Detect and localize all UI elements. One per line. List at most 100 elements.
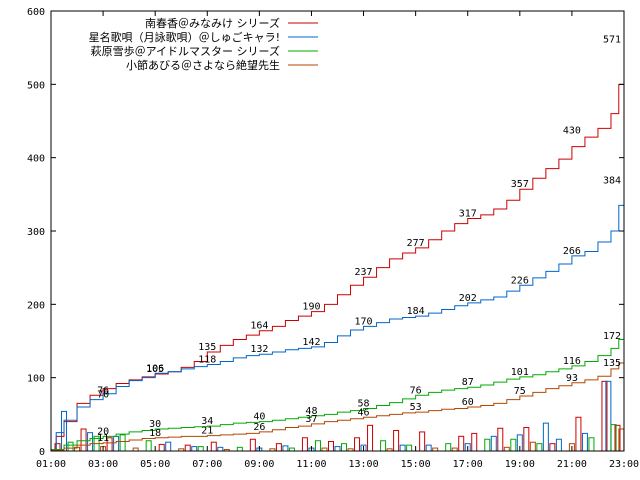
bar <box>341 443 348 452</box>
bar <box>282 445 289 452</box>
bar <box>380 440 387 452</box>
data-label: 142 <box>302 337 320 348</box>
bar <box>197 446 204 452</box>
bar <box>497 427 504 452</box>
bar <box>445 443 452 452</box>
data-label: 164 <box>250 321 268 332</box>
x-tick-label: 07:00 <box>192 459 222 470</box>
data-label: 46 <box>358 407 370 418</box>
bar <box>458 435 465 452</box>
x-tick-label: 11:00 <box>296 459 326 470</box>
bar <box>314 440 321 452</box>
y-tick-label: 200 <box>27 300 45 311</box>
bar <box>80 428 87 452</box>
x-tick-label: 03:00 <box>88 459 118 470</box>
bar <box>588 437 595 452</box>
data-label-layer: 7610513516419023727731735743057170106118… <box>97 34 621 444</box>
data-label: 60 <box>462 397 474 408</box>
bar <box>275 443 282 452</box>
legend-label: 南春香＠みなみけ シリーズ <box>145 16 280 30</box>
data-label: 93 <box>566 373 578 384</box>
bar <box>542 422 549 452</box>
bar <box>113 435 120 452</box>
legend: 南春香＠みなみけ シリーズ星名歌唄（月詠歌唄）＠しゅごキャラ!萩原雪歩＠アイドル… <box>89 16 318 72</box>
data-label: 76 <box>97 385 109 396</box>
data-label: 87 <box>462 377 474 388</box>
bar <box>354 437 361 452</box>
bar <box>419 431 426 452</box>
data-label: 76 <box>410 385 422 396</box>
data-label: 118 <box>198 354 216 365</box>
data-label: 70 <box>97 390 109 401</box>
data-label: 20 <box>97 426 109 437</box>
data-label: 48 <box>305 406 317 417</box>
legend-label: 萩原雪歩＠アイドルマスター シリーズ <box>91 44 280 58</box>
data-label: 317 <box>459 209 477 220</box>
bar <box>484 438 491 452</box>
y-tick-label: 0 <box>39 447 45 458</box>
bar <box>249 438 256 452</box>
data-label: 116 <box>563 356 581 367</box>
data-label: 37 <box>305 414 317 425</box>
bar <box>87 432 94 452</box>
line-layer <box>51 32 625 451</box>
data-label: 357 <box>511 179 529 190</box>
x-tick-label: 15:00 <box>401 459 431 470</box>
bar <box>575 416 582 452</box>
data-label: 101 <box>511 367 529 378</box>
data-label: 226 <box>511 275 529 286</box>
data-label: 21 <box>201 426 213 437</box>
bar <box>367 424 374 452</box>
series-line <box>51 32 625 451</box>
bar <box>425 444 432 452</box>
series-line <box>51 169 625 451</box>
data-label: 384 <box>603 175 621 186</box>
x-tick-label: 23:00 <box>609 459 639 470</box>
y-tick-label: 100 <box>27 374 45 385</box>
bar <box>145 440 152 452</box>
bar <box>503 446 510 452</box>
x-tick-label: 21:00 <box>557 459 587 470</box>
bar <box>119 434 126 452</box>
data-label: 190 <box>302 302 320 313</box>
x-tick-label: 19:00 <box>505 459 535 470</box>
plot-frame <box>50 10 625 452</box>
data-label: 132 <box>250 344 268 355</box>
x-tick-label: 17:00 <box>453 459 483 470</box>
data-label: 53 <box>410 402 422 413</box>
data-label: 105 <box>146 364 164 375</box>
data-label: 184 <box>407 306 425 317</box>
bar <box>165 441 172 452</box>
bar <box>191 446 198 452</box>
series-line <box>51 324 625 451</box>
y-tick-label: 600 <box>27 7 45 18</box>
x-tick-label: 01:00 <box>36 459 66 470</box>
x-axis: 01:00 03:00 05:00 07:00 09:00 11:00 13:00 15:00… <box>36 11 639 470</box>
data-label: 135 <box>198 342 216 353</box>
bar <box>399 444 406 452</box>
data-label: 237 <box>355 267 373 278</box>
data-label: 172 <box>603 331 621 342</box>
data-label: 202 <box>459 293 477 304</box>
bar <box>510 438 517 452</box>
bar <box>301 437 308 452</box>
y-tick-label: 300 <box>27 227 45 238</box>
bar <box>536 443 543 452</box>
data-label: 430 <box>563 126 581 137</box>
bar <box>393 429 400 452</box>
bar <box>549 443 556 452</box>
data-label: 106 <box>146 363 164 374</box>
x-tick-label: 09:00 <box>244 459 274 470</box>
bar-layer <box>54 380 625 452</box>
x-tick-label: 13:00 <box>348 459 378 470</box>
x-tick-label: 05:00 <box>140 459 170 470</box>
data-label: 277 <box>407 238 425 249</box>
bar <box>406 444 413 452</box>
bar <box>523 427 530 452</box>
bar <box>327 440 334 452</box>
bar <box>217 446 224 452</box>
legend-label: 星名歌唄（月詠歌唄）＠しゅごキャラ! <box>89 30 280 44</box>
bar <box>158 443 165 452</box>
y-tick-label: 400 <box>27 154 45 165</box>
